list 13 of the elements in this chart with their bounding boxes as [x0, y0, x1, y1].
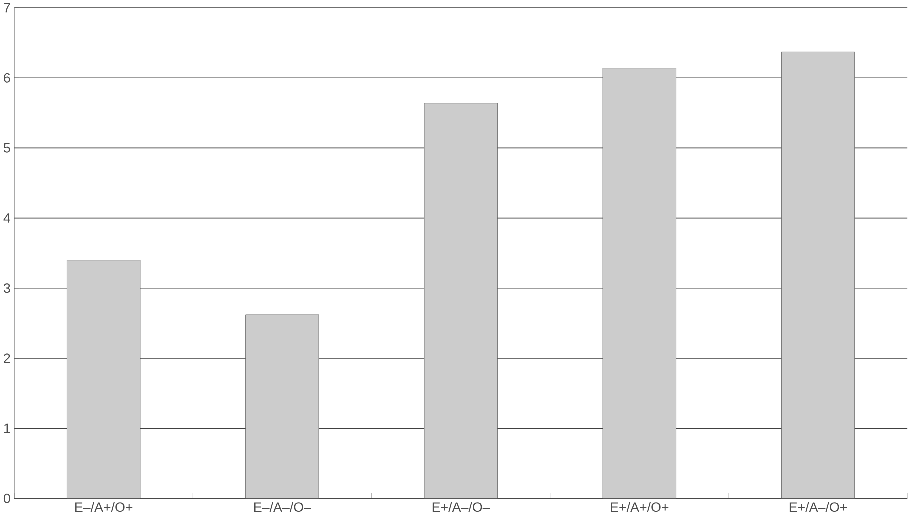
y-tick-label: 3 — [4, 284, 10, 294]
y-tick-label: 0 — [4, 494, 10, 504]
y-tick-label: 1 — [4, 424, 10, 434]
x-tick-label: E+/A–/O+ — [790, 502, 848, 512]
x-tick-label: E+/A–/O– — [432, 502, 490, 512]
y-tick-label: 2 — [4, 354, 10, 364]
x-tick-label: E–/A+/O+ — [76, 502, 133, 512]
x-tick-label: E+/A+/O+ — [611, 502, 669, 512]
y-tick-label: 5 — [4, 144, 10, 154]
y-tick-label: 7 — [4, 4, 10, 13]
x-tick-label: E–/A–/O– — [254, 502, 312, 512]
y-tick-label: 6 — [4, 74, 10, 84]
y-tick-label: 4 — [4, 214, 11, 224]
